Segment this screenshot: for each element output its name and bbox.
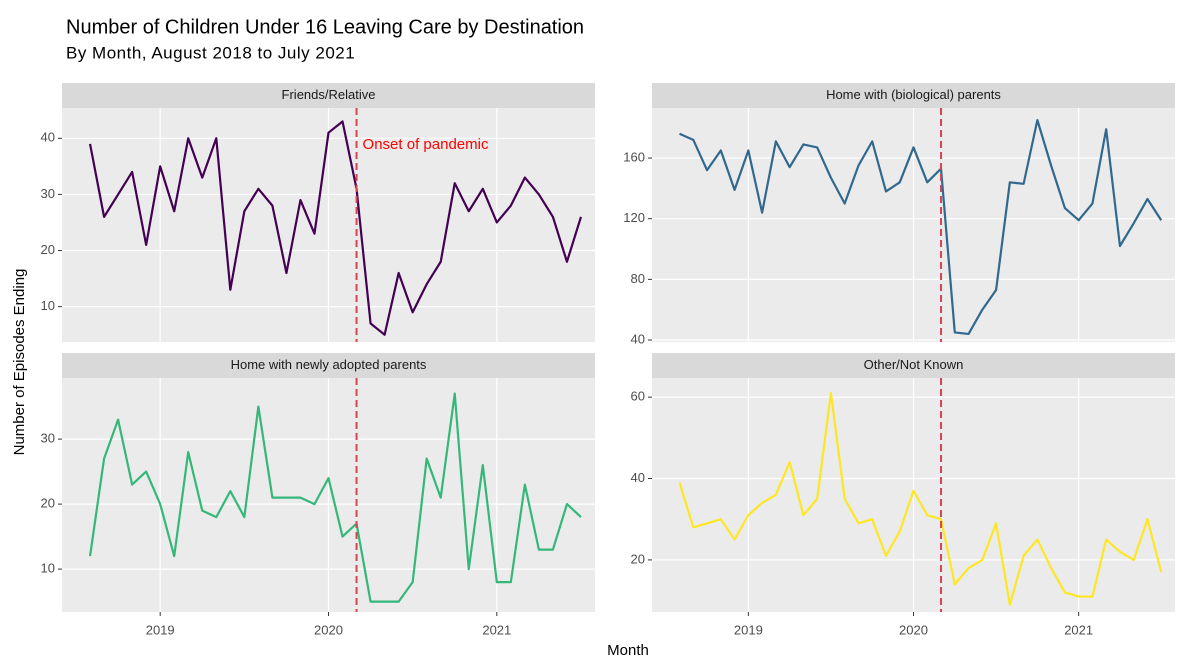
y-tick-label: 30 <box>41 186 55 201</box>
y-tick-label: 20 <box>41 242 55 257</box>
annotation: Onset of pandemic <box>363 136 489 153</box>
y-tick-label: 80 <box>631 271 645 286</box>
strip-background <box>62 353 595 378</box>
strip-label: Other/Not Known <box>864 357 964 372</box>
y-tick-label: 40 <box>631 331 645 346</box>
strip-background <box>652 353 1175 378</box>
y-tick-label: 20 <box>631 551 645 566</box>
x-tick-label: 2021 <box>482 622 511 637</box>
y-tick-label: 40 <box>631 470 645 485</box>
x-tick-label: 2019 <box>146 622 175 637</box>
data-line <box>679 119 1163 336</box>
y-tick-label: 160 <box>623 149 645 164</box>
x-axis-title: Month <box>607 642 649 659</box>
y-tick-label: 20 <box>41 496 55 511</box>
x-tick-label: 2020 <box>899 622 928 637</box>
y-tick-label: 40 <box>41 130 55 145</box>
strip-label: Home with newly adopted parents <box>231 357 427 372</box>
data-line <box>88 392 582 603</box>
x-tick-label: 2019 <box>734 622 763 637</box>
y-tick-label: 30 <box>41 431 55 446</box>
y-tick-label: 120 <box>623 210 645 225</box>
y-tick-label: 10 <box>41 298 55 313</box>
data-line <box>88 120 583 336</box>
chart-subtitle: By Month, August 2018 to July 2021 <box>66 43 355 62</box>
x-tick-label: 2020 <box>314 622 343 637</box>
strip-label: Friends/Relative <box>282 87 376 102</box>
x-tick-label: 2021 <box>1064 622 1093 637</box>
chart-title: Number of Children Under 16 Leaving Care… <box>66 16 584 38</box>
strip-background <box>62 83 595 108</box>
strip-background <box>652 83 1175 108</box>
y-tick-label: 10 <box>41 561 55 576</box>
data-line <box>678 391 1163 606</box>
y-tick-label: 60 <box>631 389 645 404</box>
y-axis-title: Number of Episodes Ending <box>11 269 28 456</box>
strip-label: Home with (biological) parents <box>826 87 1001 102</box>
